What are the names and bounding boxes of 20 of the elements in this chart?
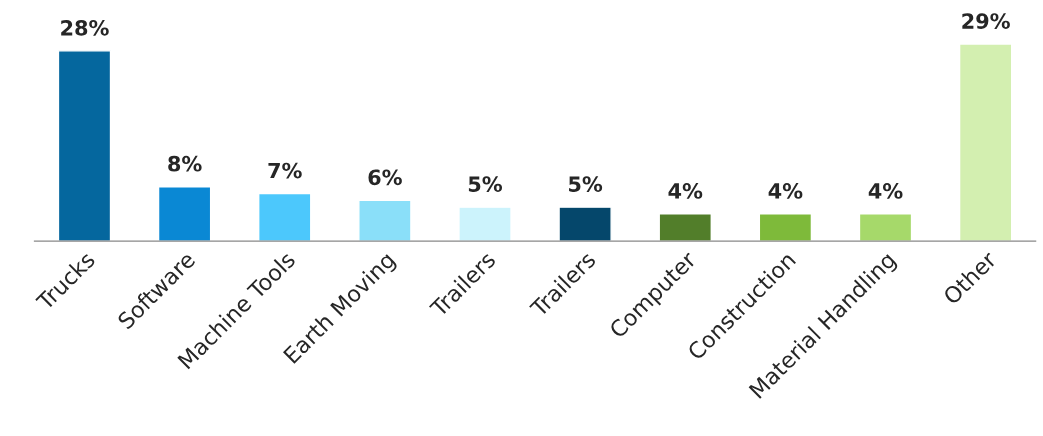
data-label: 4% bbox=[668, 183, 703, 199]
bar bbox=[157, 186, 212, 242]
bar bbox=[258, 192, 312, 242]
data-label: 28% bbox=[61, 19, 109, 36]
bar bbox=[858, 213, 913, 242]
data-label: 5% bbox=[468, 176, 503, 192]
data-label: 5% bbox=[569, 176, 603, 192]
data-label: 8% bbox=[168, 155, 202, 172]
bar bbox=[458, 206, 512, 242]
data-label: 4% bbox=[768, 183, 803, 199]
bar bbox=[57, 50, 112, 242]
bar bbox=[358, 199, 412, 242]
bar bbox=[558, 206, 612, 242]
data-label: 29% bbox=[962, 13, 1010, 29]
bar bbox=[758, 213, 813, 242]
bar bbox=[658, 213, 712, 242]
data-label: 4% bbox=[868, 183, 903, 199]
data-label: 6% bbox=[368, 169, 402, 186]
data-label: 7% bbox=[268, 162, 302, 179]
bar bbox=[958, 43, 1013, 242]
